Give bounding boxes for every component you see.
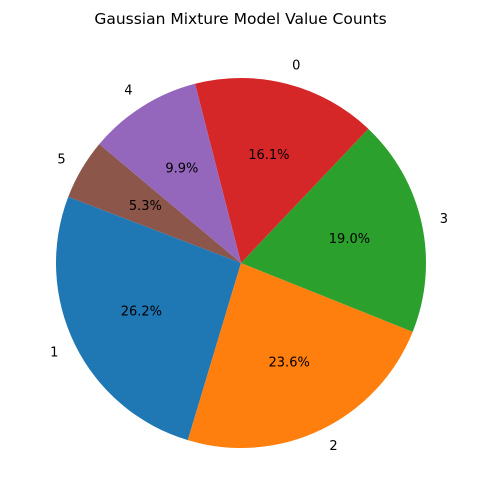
chart-title: Gaussian Mixture Model Value Counts <box>94 10 386 28</box>
percent-labels-layer: 5.3% 26.2% 23.6% 19.0% 16.1% 9.9% <box>121 148 370 370</box>
pie-slice-3 <box>241 128 426 332</box>
pie-slice-2 <box>187 263 413 448</box>
slices-layer <box>56 78 426 448</box>
percent-label-1: 26.2% <box>121 304 162 319</box>
category-label-5: 5 <box>57 152 65 167</box>
category-label-0: 0 <box>292 59 300 74</box>
percent-label-0: 16.1% <box>248 148 289 163</box>
pie-slice-4 <box>99 83 241 263</box>
category-label-4: 4 <box>124 83 132 98</box>
category-label-3: 3 <box>440 212 448 227</box>
category-label-1: 1 <box>50 345 58 360</box>
category-label-2: 2 <box>329 439 337 454</box>
category-labels-layer: 5 1 2 3 0 4 <box>50 59 448 454</box>
pie-slice-5 <box>68 144 241 263</box>
percent-label-2: 23.6% <box>269 356 310 371</box>
percent-label-4: 9.9% <box>165 162 198 177</box>
percent-label-3: 19.0% <box>329 232 370 247</box>
pie-slice-0 <box>195 78 369 263</box>
pie-slice-1 <box>56 196 241 441</box>
percent-label-5: 5.3% <box>129 199 162 214</box>
